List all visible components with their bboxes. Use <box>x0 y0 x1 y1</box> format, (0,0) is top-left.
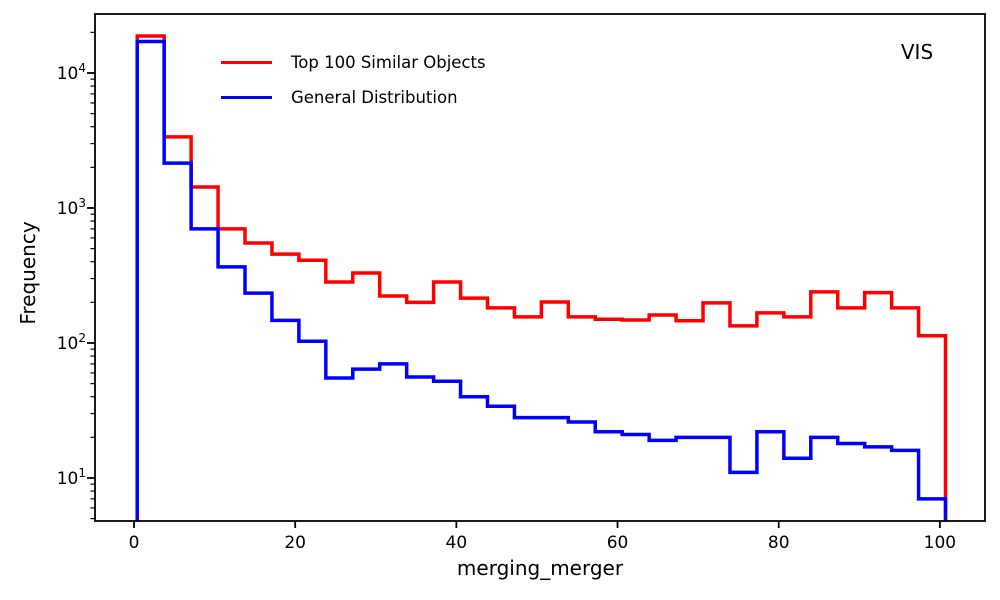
x-tick-label: 60 <box>607 533 629 553</box>
series-top-100-step-line <box>135 34 948 521</box>
x-tick-label: 40 <box>446 533 468 553</box>
y-axis-label: Frequency <box>16 221 40 325</box>
y-tick-label: 101 <box>57 466 86 489</box>
legend-label-general: General Distribution <box>291 88 458 107</box>
x-axis-label: merging_merger <box>456 556 624 580</box>
x-tick-label: 100 <box>924 533 956 553</box>
legend-item-top-100: Top 100 Similar Objects <box>221 45 486 80</box>
legend-item-general: General Distribution <box>221 80 486 115</box>
y-tick-label: 103 <box>57 196 86 219</box>
y-tick-label: 102 <box>57 331 86 354</box>
x-tick-label: 0 <box>129 533 140 553</box>
legend: Top 100 Similar Objects General Distribu… <box>221 45 486 115</box>
series-general-step-line <box>135 39 948 521</box>
x-tick-label: 80 <box>768 533 790 553</box>
legend-swatch-red-line <box>221 60 272 65</box>
legend-label-top-100: Top 100 Similar Objects <box>291 53 486 72</box>
axes-spines <box>94 13 986 522</box>
x-tick-label: 20 <box>284 533 306 553</box>
plot-annotation-vis: VIS <box>900 40 934 64</box>
y-tick-label: 104 <box>57 61 86 84</box>
legend-swatch-blue-line <box>221 95 272 100</box>
